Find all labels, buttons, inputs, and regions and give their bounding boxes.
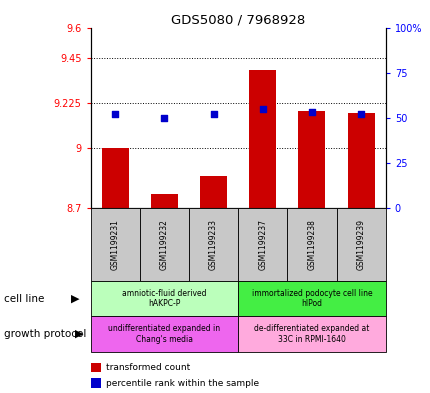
Text: GSM1199233: GSM1199233: [209, 219, 218, 270]
Text: percentile rank within the sample: percentile rank within the sample: [105, 379, 258, 387]
Bar: [237, 316, 385, 352]
Text: GSM1199232: GSM1199232: [160, 219, 169, 270]
Text: growth protocol: growth protocol: [4, 329, 86, 339]
Text: transformed count: transformed count: [105, 363, 189, 372]
Text: GSM1199239: GSM1199239: [356, 219, 365, 270]
Bar: [90, 281, 237, 316]
Bar: [336, 208, 385, 281]
Bar: [188, 208, 237, 281]
Point: [209, 111, 216, 118]
Text: cell line: cell line: [4, 294, 45, 304]
Bar: [200, 176, 227, 208]
Bar: [139, 208, 188, 281]
Bar: [287, 208, 336, 281]
Bar: [237, 208, 287, 281]
Bar: [90, 316, 237, 352]
Point: [308, 109, 315, 116]
Text: GSM1199238: GSM1199238: [307, 219, 316, 270]
Point: [111, 111, 118, 118]
Bar: [90, 208, 139, 281]
Text: ▶: ▶: [75, 329, 84, 339]
Bar: [249, 70, 276, 208]
Bar: [101, 148, 128, 208]
Point: [357, 111, 364, 118]
Point: [259, 106, 266, 112]
Bar: [150, 194, 178, 208]
Bar: [347, 113, 374, 208]
Text: amniotic-fluid derived
hAKPC-P: amniotic-fluid derived hAKPC-P: [122, 289, 206, 309]
Text: ▶: ▶: [71, 294, 80, 304]
Text: undifferentiated expanded in
Chang's media: undifferentiated expanded in Chang's med…: [108, 324, 220, 344]
Text: immortalized podocyte cell line
hIPod: immortalized podocyte cell line hIPod: [251, 289, 372, 309]
Bar: [237, 281, 385, 316]
Title: GDS5080 / 7968928: GDS5080 / 7968928: [171, 13, 304, 26]
Text: GSM1199237: GSM1199237: [258, 219, 267, 270]
Point: [160, 115, 167, 121]
Bar: [298, 111, 325, 208]
Text: de-differentiated expanded at
33C in RPMI-1640: de-differentiated expanded at 33C in RPM…: [254, 324, 369, 344]
Text: GSM1199231: GSM1199231: [111, 219, 120, 270]
